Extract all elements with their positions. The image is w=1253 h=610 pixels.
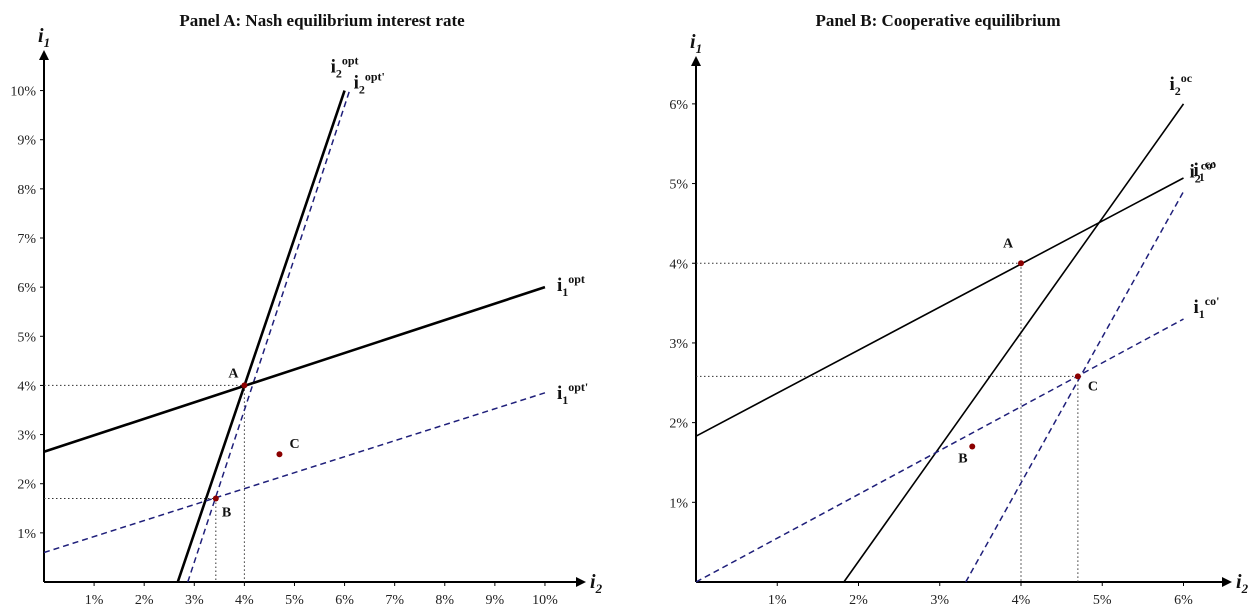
- panel-b-x-tick-label: 6%: [1174, 593, 1193, 608]
- panel-a-series-label: i2opt: [331, 54, 359, 81]
- panel-b-title: Panel B: Cooperative equilibrium: [815, 11, 1060, 30]
- panel-a-series-i1opt: [43, 285, 546, 454]
- panel-b-x-tick-label: 3%: [930, 593, 949, 608]
- panel-a-series-label: i1opt': [557, 380, 588, 407]
- panel-a-point-label: B: [222, 505, 231, 520]
- panel-b-y-tick-label: 3%: [669, 337, 688, 352]
- panel-b-x-tick-label: 4%: [1012, 593, 1031, 608]
- panel-a-y-tick-label: 7%: [17, 232, 36, 247]
- panel-a-y-tick-label: 10%: [10, 85, 36, 100]
- panel-a-y-tick-label: 6%: [17, 281, 36, 296]
- panel-b-point-label: B: [958, 452, 967, 467]
- panel-a-y-tick-label: 2%: [17, 478, 36, 493]
- panel-a-x-tick-label: 10%: [532, 593, 558, 608]
- panel-b-y-tick-label: 1%: [669, 496, 688, 511]
- panel-b-point-c: [1074, 373, 1081, 380]
- panel-b-y-tick-label: 2%: [669, 417, 688, 432]
- panel-b-x-axis-label: i2: [1236, 571, 1249, 596]
- panel-a: Panel A: Nash equilibrium interest rate …: [10, 11, 602, 608]
- panel-a-series-i2opt-prime: [187, 90, 351, 583]
- panel-a-series-i2opt: [176, 90, 346, 583]
- panel-b-point-b: [969, 443, 976, 450]
- panel-a-x-tick-label: 3%: [185, 593, 204, 608]
- panel-b-series-i2co-prime: [965, 191, 1185, 583]
- panel-a-point-label: C: [289, 437, 299, 452]
- panel-a-series-i1opt-prime: [43, 392, 546, 554]
- panel-a-x-tick-label: 7%: [385, 593, 404, 608]
- panel-a-point-a: [241, 382, 248, 389]
- panel-a-y-tick-label: 1%: [17, 527, 36, 542]
- panel-a-x-tick-label: 1%: [85, 593, 104, 608]
- panel-a-series-label: i1opt: [557, 272, 585, 299]
- panel-a-y-axis-label: i1: [38, 25, 50, 50]
- panel-a-x-tick-label: 4%: [235, 593, 254, 608]
- panel-b-x-tick-label: 2%: [849, 593, 868, 608]
- panel-b-series-label: i1co: [1194, 157, 1217, 184]
- panel-a-x-tick-label: 5%: [285, 593, 304, 608]
- panel-b-point-label: C: [1088, 379, 1098, 394]
- panel-a-series-label: i2opt': [354, 70, 385, 97]
- panel-b-series-label: i2oc: [1170, 71, 1193, 98]
- panel-a-y-tick-label: 5%: [17, 330, 36, 345]
- panel-b: Panel B: Cooperative equilibrium i2 i1 1% 2…: [669, 11, 1248, 608]
- panel-a-y-tick-label: 8%: [17, 183, 36, 198]
- panel-a-y-tick-label: 3%: [17, 429, 36, 444]
- panel-a-y-tick-label: 9%: [17, 134, 36, 149]
- panel-a-x-axis-label: i2: [590, 571, 603, 596]
- panel-b-y-tick-label: 6%: [669, 98, 688, 113]
- panel-a-x-tick-label: 8%: [435, 593, 454, 608]
- panel-b-series-i1co: [695, 177, 1184, 437]
- panel-a-point-b: [212, 495, 219, 502]
- panel-a-x-tick-label: 6%: [335, 593, 354, 608]
- panel-b-series-label: i2co': [1190, 159, 1216, 186]
- panel-b-x-tick-label: 5%: [1093, 593, 1112, 608]
- panel-b-y-tick-label: 4%: [669, 257, 688, 272]
- panel-a-x-tick-label: 2%: [135, 593, 154, 608]
- panel-b-series-label: i1co': [1194, 294, 1220, 321]
- panel-b-x-tick-label: 1%: [768, 593, 787, 608]
- panel-b-point-a: [1018, 260, 1024, 267]
- panel-b-point-label: A: [1003, 236, 1014, 251]
- panel-a-point-label: A: [228, 366, 239, 381]
- panel-b-series-i1co-prime: [695, 318, 1184, 583]
- panel-b-y-tick-label: 5%: [669, 178, 688, 193]
- panel-b-y-axis-label: i1: [690, 31, 702, 56]
- panel-a-x-tick-label: 9%: [486, 593, 505, 608]
- panel-a-title: Panel A: Nash equilibrium interest rate: [179, 11, 465, 30]
- panel-b-series-i2oc: [843, 103, 1185, 583]
- panel-a-y-tick-label: 4%: [17, 379, 36, 394]
- panel-a-point-c: [276, 451, 283, 458]
